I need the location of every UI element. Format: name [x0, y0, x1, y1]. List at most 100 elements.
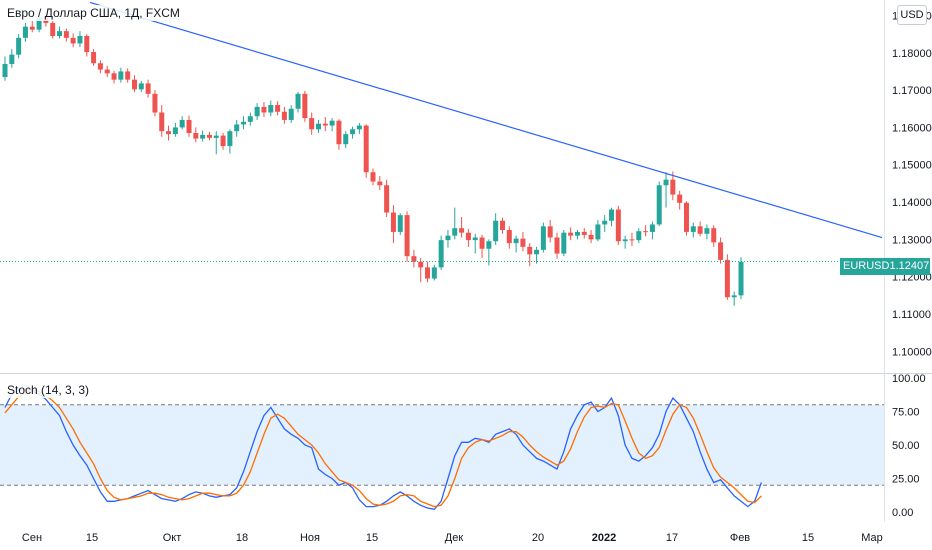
candle-body: [268, 105, 274, 113]
candle-body: [131, 79, 137, 90]
chart-title: Евро / Доллар США, 1Д, FXCM: [5, 5, 182, 21]
candle-body: [445, 235, 451, 241]
candle-body: [534, 249, 540, 255]
candle-body: [138, 83, 144, 90]
candle-body: [200, 134, 206, 139]
candle-body: [77, 35, 83, 44]
candle-body: [411, 256, 417, 262]
candle-body: [397, 215, 403, 232]
candle-body: [50, 22, 56, 36]
candle-body: [159, 112, 165, 132]
candle-body: [247, 116, 253, 122]
candle-body: [2, 63, 8, 78]
candle-body: [309, 118, 315, 130]
time-tick-label: 15: [366, 532, 378, 544]
oscillator-title: Stoch (14, 3, 3): [5, 382, 92, 398]
candle-body: [438, 240, 444, 268]
candle-body: [36, 17, 42, 30]
candle-body: [540, 226, 546, 250]
candle-body: [602, 220, 608, 225]
last-price-badge: EURUSD 1.12407: [840, 258, 930, 275]
candle-body: [329, 120, 335, 126]
time-tick-label: Дек: [445, 532, 464, 544]
candle-body: [622, 239, 628, 242]
candle-body: [683, 202, 689, 232]
candle-body: [125, 71, 131, 80]
stoch-tick-label: 100.00: [892, 373, 926, 385]
candle-body: [731, 295, 737, 298]
time-tick-label: Фев: [730, 532, 750, 544]
candle-body: [377, 181, 383, 186]
stoch-tick-label: 50.00: [892, 440, 920, 452]
stoch-k-line: [4, 388, 763, 511]
candle-body: [574, 231, 580, 236]
candle-body: [704, 228, 710, 234]
price-badge-value: 1.12407: [889, 260, 930, 272]
stoch-tick-label: 25.00: [892, 474, 920, 486]
price-tick-label: 1.11000: [892, 309, 931, 321]
candle-body: [404, 215, 410, 257]
candle-body: [513, 238, 519, 244]
candle-body: [690, 226, 696, 232]
price-tick-label: 1.14000: [892, 197, 932, 209]
candle-body: [9, 54, 15, 64]
candle-body: [636, 231, 642, 241]
candle-body: [527, 246, 533, 255]
time-tick-label: Сен: [22, 532, 42, 544]
candle-body: [418, 261, 424, 268]
candle-body: [479, 237, 485, 249]
stoch-d-line: [4, 389, 762, 508]
stoch-band: [0, 404, 884, 486]
candle-body: [615, 209, 621, 242]
candle-body: [111, 73, 117, 80]
candle-body: [322, 123, 328, 126]
candle-body: [206, 134, 212, 138]
candle-body: [588, 234, 594, 240]
candle-body: [431, 267, 437, 279]
time-tick-label: Окт: [163, 532, 182, 544]
candle-body: [649, 224, 655, 232]
candle-body: [711, 228, 717, 243]
trendline: [89, 1, 883, 239]
candle-body: [70, 37, 76, 44]
candle-body: [554, 237, 560, 254]
time-tick-label: 15: [802, 532, 814, 544]
candle-body: [677, 194, 683, 203]
candle-body: [179, 119, 185, 128]
candle-body: [241, 121, 247, 125]
candle-body: [91, 52, 97, 64]
candle-body: [104, 69, 110, 74]
candle-body: [506, 230, 512, 244]
stoch-tick-label: 0.00: [892, 507, 913, 519]
candle-body: [302, 93, 308, 119]
candle-body: [234, 124, 240, 132]
candle-body: [384, 185, 390, 213]
candle-body: [193, 133, 199, 139]
candle-body: [738, 261, 744, 296]
candle-body: [724, 259, 730, 298]
candle-body: [670, 179, 676, 195]
candle-body: [261, 106, 267, 113]
time-tick-label: 18: [236, 532, 248, 544]
price-badge-symbol: EURUSD: [843, 260, 890, 272]
candle-body: [152, 93, 158, 113]
currency-button[interactable]: USD: [897, 5, 927, 25]
stoch-tick-label: 75.00: [892, 407, 920, 419]
candle-body: [561, 232, 567, 254]
candle-body: [520, 238, 526, 247]
candle-body: [84, 35, 90, 53]
price-tick-label: 1.16000: [892, 122, 932, 134]
candle-body: [486, 241, 492, 249]
candle-body: [227, 131, 233, 147]
time-tick-label: 20: [532, 532, 544, 544]
candle-body: [57, 31, 63, 36]
candle-body: [356, 125, 362, 130]
candle-body: [29, 26, 35, 30]
candle-body: [663, 179, 669, 186]
candle-body: [547, 226, 553, 238]
candle-body: [63, 31, 69, 38]
candle-body: [350, 129, 356, 135]
candle-body: [16, 37, 22, 55]
candle-body: [295, 93, 301, 109]
